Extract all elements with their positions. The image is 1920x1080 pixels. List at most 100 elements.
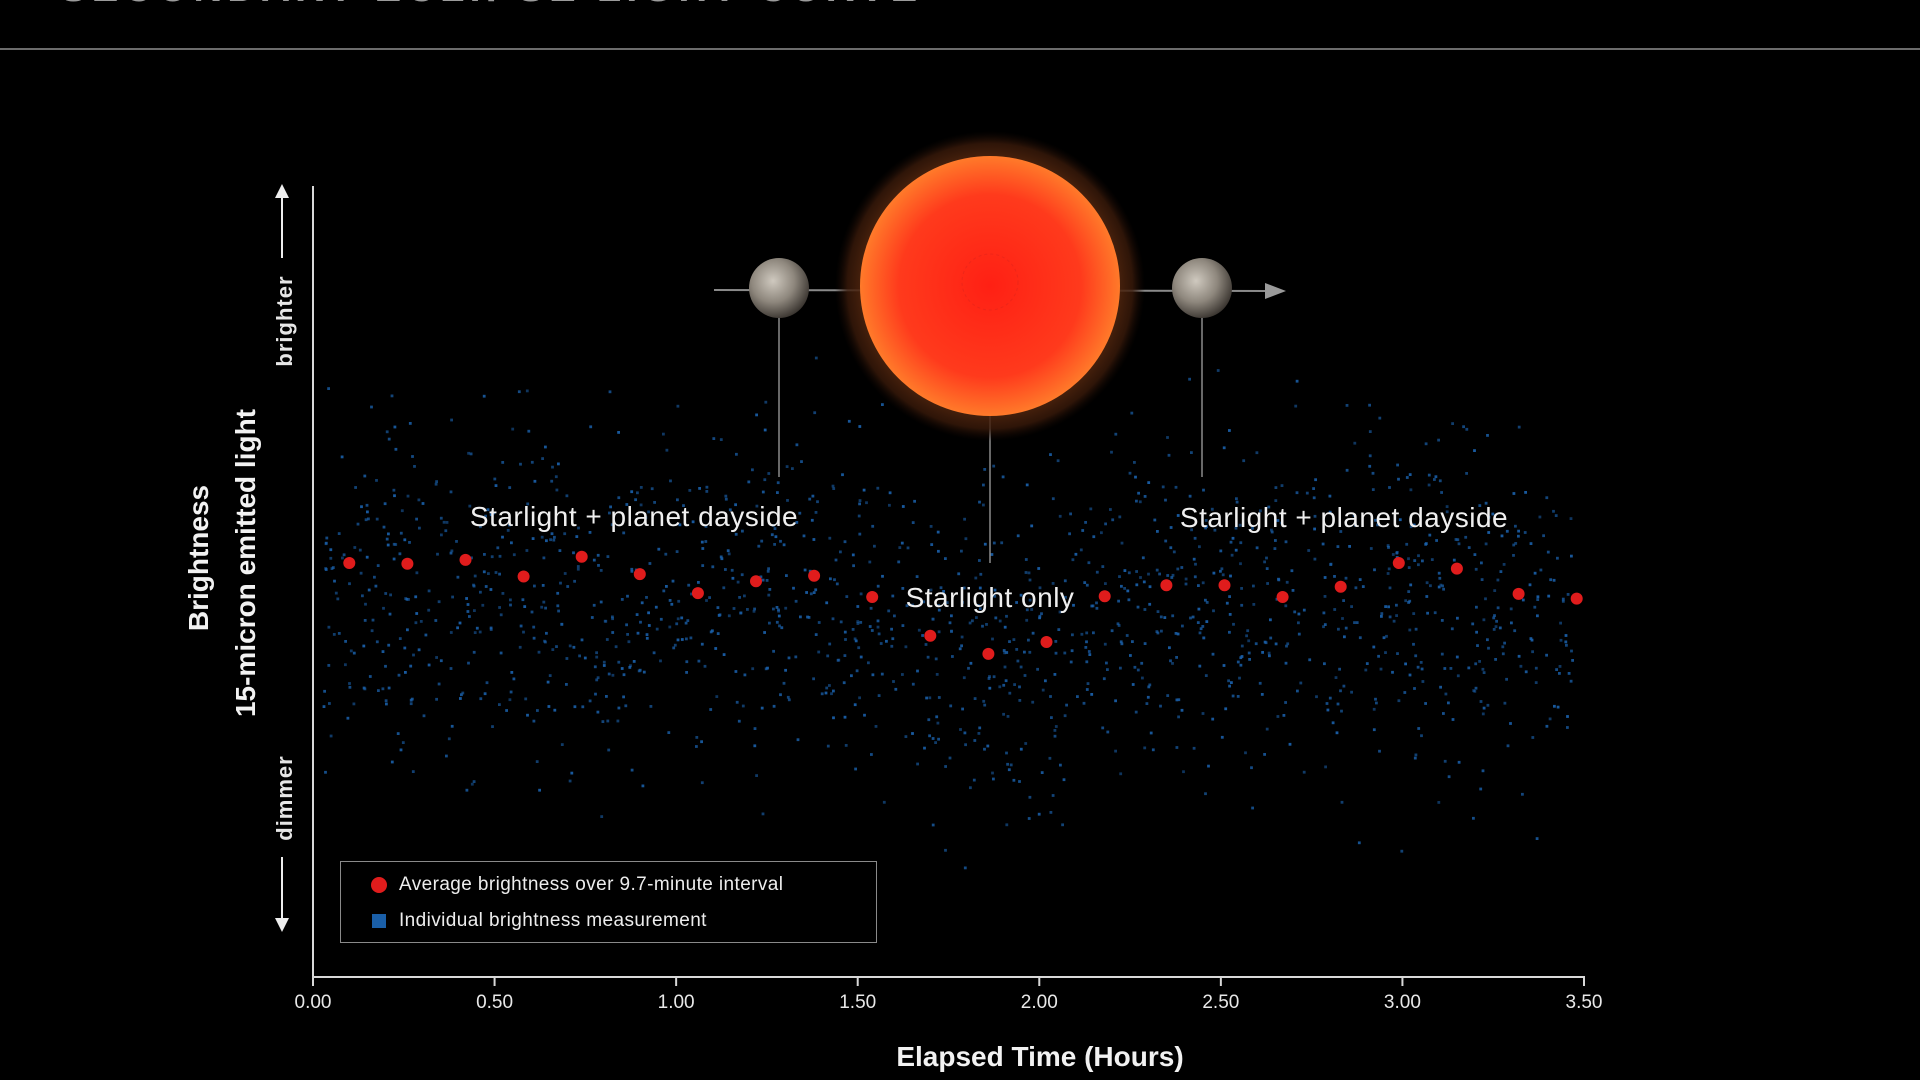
individual-measurement-point [1505,677,1508,681]
individual-measurement-point [1412,642,1415,646]
individual-measurement-point [669,479,672,483]
individual-measurement-point [496,546,500,550]
individual-measurement-point [732,607,736,610]
individual-measurement-point [327,625,331,629]
individual-measurement-point [1127,571,1131,575]
individual-measurement-point [1419,661,1423,664]
individual-measurement-point [983,703,987,707]
individual-measurement-point [1240,587,1243,590]
individual-measurement-point [755,774,758,777]
individual-measurement-point [1493,589,1497,592]
individual-measurement-point [411,770,415,773]
individual-measurement-point [1005,823,1009,827]
individual-measurement-point [852,564,855,568]
individual-measurement-point [1202,636,1206,640]
individual-measurement-point [411,455,414,458]
individual-measurement-point [607,672,611,676]
individual-measurement-point [1395,603,1398,607]
individual-measurement-point [1407,601,1410,604]
individual-measurement-point [1263,753,1266,756]
individual-measurement-point [843,654,847,657]
individual-measurement-point [1193,575,1197,579]
individual-measurement-point [470,556,473,560]
individual-measurement-point [572,645,576,649]
individual-measurement-point [1492,628,1496,631]
individual-measurement-point [657,547,661,551]
individual-measurement-point [1284,701,1287,704]
individual-measurement-point [404,671,407,674]
individual-measurement-point [935,715,939,719]
individual-measurement-point [843,630,847,634]
individual-measurement-point [1554,514,1558,517]
individual-measurement-point [1372,645,1376,649]
individual-measurement-point [1486,638,1489,642]
individual-measurement-point [636,631,640,635]
individual-measurement-point [576,567,580,571]
individual-measurement-point [1198,631,1202,635]
individual-measurement-point [1456,616,1459,620]
individual-measurement-point [1413,559,1417,562]
individual-measurement-point [857,514,861,518]
individual-measurement-point [439,516,443,520]
individual-measurement-point [1101,565,1105,568]
individual-measurement-point [1205,601,1209,604]
individual-measurement-point [670,602,674,606]
individual-measurement-point [1427,473,1431,477]
individual-measurement-point [891,637,895,641]
individual-measurement-point [1480,561,1483,565]
individual-measurement-point [1487,646,1490,650]
individual-measurement-point [743,673,747,677]
individual-measurement-point [1440,652,1444,656]
individual-measurement-point [787,656,791,660]
individual-measurement-point [936,721,940,725]
individual-measurement-point [1545,653,1548,657]
individual-measurement-point [560,743,564,746]
individual-measurement-point [1451,718,1455,721]
individual-measurement-point [1536,598,1540,601]
individual-measurement-point [682,504,685,507]
individual-measurement-point [1416,665,1420,669]
individual-measurement-point [1425,581,1429,585]
individual-measurement-point [676,638,680,642]
individual-measurement-point [1247,651,1251,655]
individual-measurement-point [1322,625,1325,629]
individual-measurement-point [1375,701,1378,705]
individual-measurement-point [563,532,567,536]
individual-measurement-point [394,543,398,546]
individual-measurement-point [752,609,756,613]
individual-measurement-point [1260,693,1264,696]
legend-item-average: Average brightness over 9.7-minute inter… [371,874,783,896]
individual-measurement-point [782,543,786,547]
individual-measurement-point [1239,562,1242,566]
individual-measurement-point [1553,704,1556,708]
individual-measurement-point [377,689,380,692]
individual-measurement-point [1290,569,1294,573]
individual-measurement-point [595,651,598,655]
individual-measurement-point [853,703,857,707]
individual-measurement-point [1139,576,1142,579]
individual-measurement-point [1395,614,1398,617]
individual-measurement-point [990,553,994,556]
individual-measurement-point [467,661,470,665]
individual-measurement-point [1031,700,1035,704]
individual-measurement-point [726,549,730,553]
individual-measurement-point [1148,602,1152,606]
individual-measurement-point [812,677,815,681]
individual-measurement-point [1106,730,1110,734]
individual-measurement-point [1005,614,1008,618]
individual-measurement-point [759,575,763,579]
individual-measurement-point [1100,531,1103,535]
individual-measurement-point [489,588,493,591]
individual-measurement-point [753,744,757,748]
individual-measurement-point [1312,487,1315,490]
individual-measurement-point [630,490,634,494]
individual-measurement-point [1197,584,1200,587]
individual-measurement-point [812,591,816,594]
individual-measurement-point [1007,768,1011,772]
red-star-icon [860,156,1120,416]
individual-measurement-point [512,553,516,557]
arrow-down-icon [275,918,289,932]
individual-measurement-point [969,786,972,790]
individual-measurement-point [1286,642,1290,646]
individual-measurement-point [794,599,798,603]
